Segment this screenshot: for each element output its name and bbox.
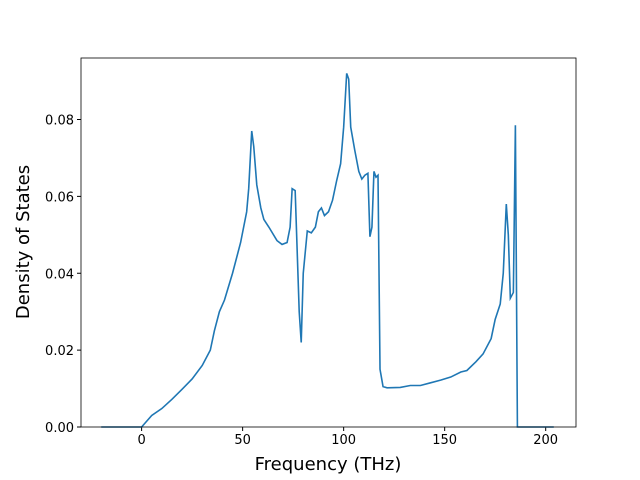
y-tick-label: 0.04 (45, 267, 74, 282)
plot-frame (80, 57, 577, 428)
y-tick-label: 0.08 (45, 114, 74, 129)
y-tick-label: 0.06 (45, 190, 74, 205)
y-axis-label: Density of States (13, 165, 34, 319)
y-tick-label: 0.00 (45, 421, 74, 436)
x-axis-label: Frequency (THz) (255, 454, 402, 475)
x-tick-label: 0 (137, 433, 145, 448)
x-tick-label: 150 (432, 433, 457, 448)
x-tick-label: 100 (331, 433, 356, 448)
x-tick-label: 200 (533, 433, 558, 448)
data-line (101, 73, 554, 428)
y-tick-label: 0.02 (45, 344, 74, 359)
x-tick-label: 50 (234, 433, 251, 448)
